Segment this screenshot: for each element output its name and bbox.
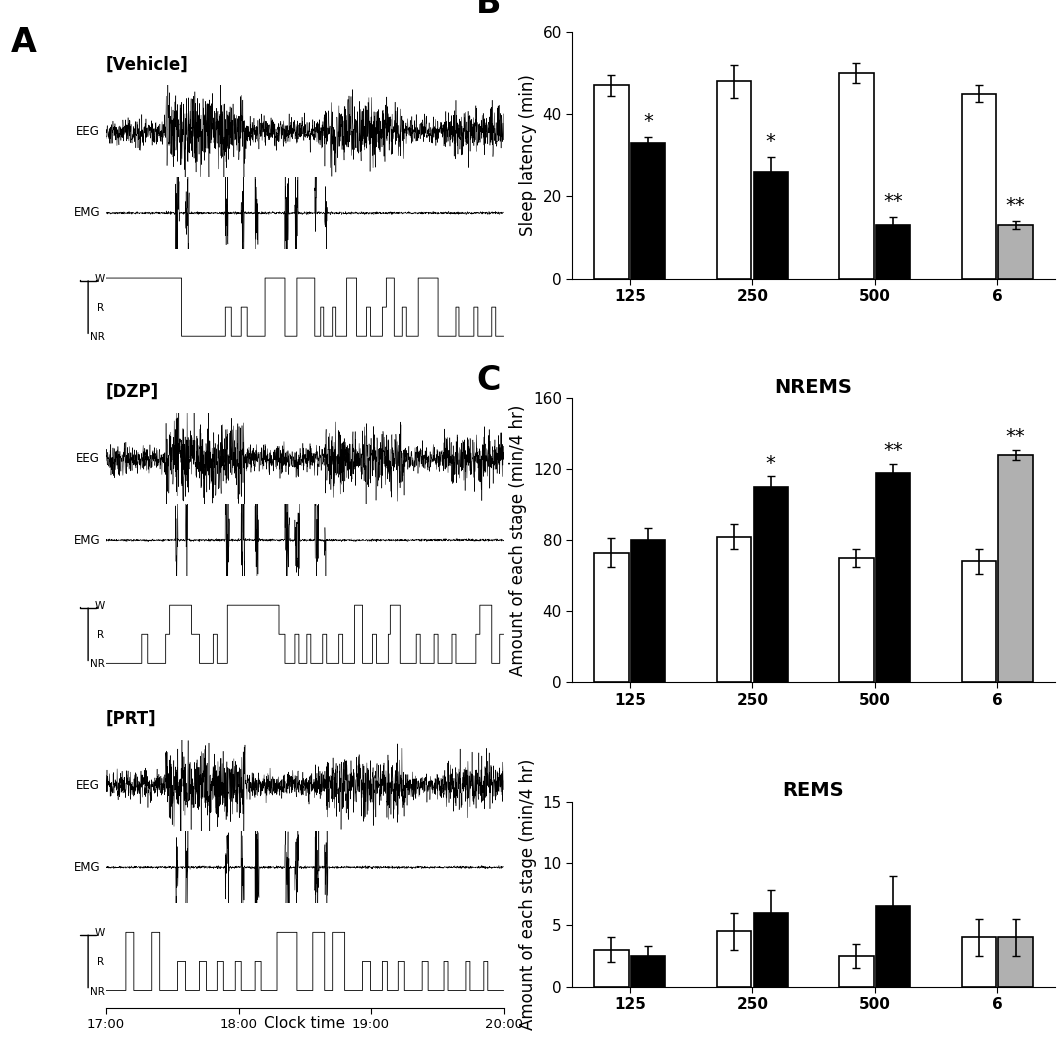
Bar xyxy=(717,537,752,682)
Bar xyxy=(754,487,788,682)
Text: [DZP]: [DZP] xyxy=(106,383,159,401)
Bar xyxy=(631,540,666,682)
Text: **: ** xyxy=(1006,196,1025,215)
Bar xyxy=(999,225,1032,279)
Bar xyxy=(631,956,666,987)
Text: Clock time: Clock time xyxy=(264,1016,346,1031)
Bar xyxy=(999,937,1032,987)
Text: *: * xyxy=(765,133,776,152)
Text: A: A xyxy=(11,25,36,59)
Bar xyxy=(876,225,911,279)
Bar xyxy=(631,143,666,279)
Text: C: C xyxy=(476,364,500,397)
Bar xyxy=(999,455,1032,682)
Text: EMG: EMG xyxy=(73,207,100,220)
Text: [Vehicle]: [Vehicle] xyxy=(106,55,189,73)
Text: *: * xyxy=(765,454,776,473)
Text: [PRT]: [PRT] xyxy=(106,710,157,728)
Text: EEG: EEG xyxy=(76,779,100,792)
Bar xyxy=(717,82,752,279)
Text: EEG: EEG xyxy=(76,125,100,138)
Bar xyxy=(876,473,911,682)
Y-axis label: Amount of each stage (min/4 hr): Amount of each stage (min/4 hr) xyxy=(510,404,528,676)
Bar xyxy=(840,956,873,987)
Bar xyxy=(595,950,629,987)
Bar xyxy=(961,93,996,279)
Title: NREMS: NREMS xyxy=(775,378,852,397)
Text: *: * xyxy=(643,111,653,131)
Text: EMG: EMG xyxy=(73,860,100,874)
Bar xyxy=(717,932,752,987)
Text: **: ** xyxy=(883,192,903,211)
Bar xyxy=(754,912,788,987)
Bar xyxy=(876,906,911,987)
Text: EEG: EEG xyxy=(76,452,100,465)
Text: EMG: EMG xyxy=(73,534,100,546)
Bar xyxy=(961,937,996,987)
Text: **: ** xyxy=(1006,428,1025,446)
Text: **: ** xyxy=(883,441,903,460)
Bar xyxy=(961,561,996,682)
Text: B: B xyxy=(476,0,501,20)
Y-axis label: Amount of each stage (min/4 hr): Amount of each stage (min/4 hr) xyxy=(519,759,537,1030)
Title: REMS: REMS xyxy=(782,781,845,800)
Y-axis label: Sleep latency (min): Sleep latency (min) xyxy=(519,74,537,237)
Bar xyxy=(595,85,629,279)
Bar xyxy=(595,553,629,682)
Bar xyxy=(840,73,873,279)
Bar xyxy=(754,172,788,279)
Bar xyxy=(840,558,873,682)
